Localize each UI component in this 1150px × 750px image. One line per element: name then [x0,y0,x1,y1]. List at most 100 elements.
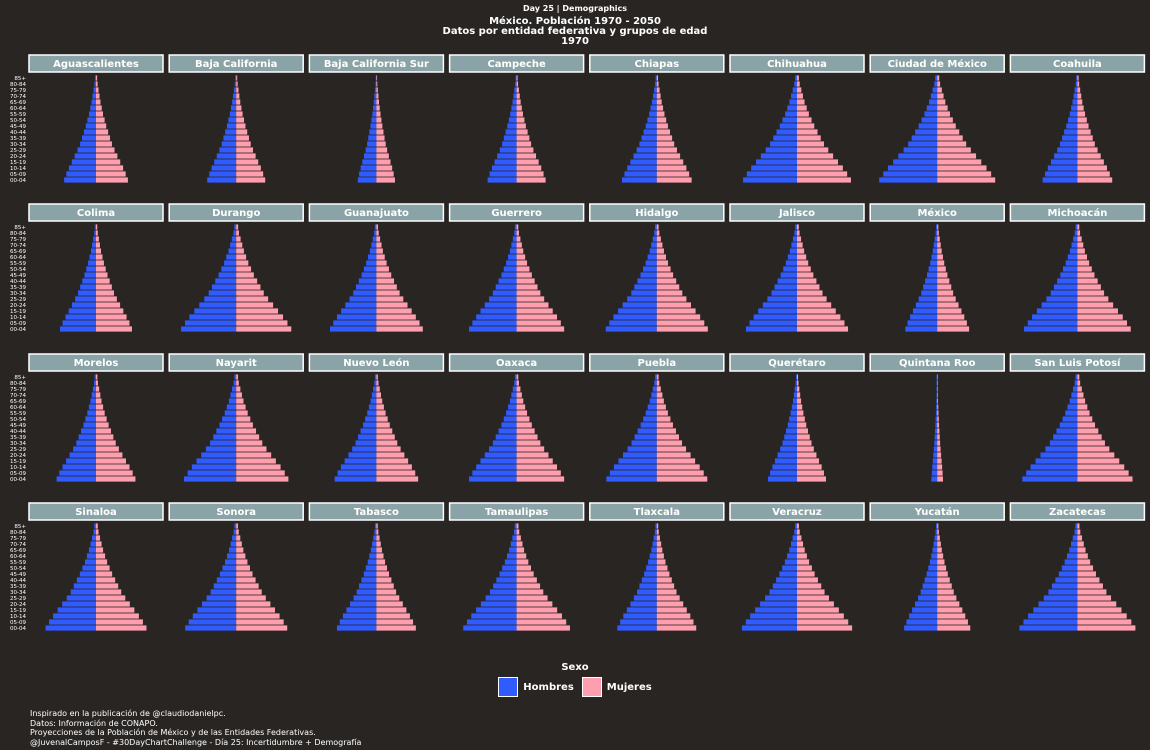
bar-mujeres [236,320,288,326]
bar-hombres [924,577,938,583]
bar-hombres [234,81,237,87]
bar-hombres [355,284,377,290]
bar-mujeres [1077,452,1115,458]
bar-mujeres [937,236,940,242]
bar-mujeres [96,141,112,147]
bar-mujeres [516,314,558,320]
bar-mujeres [236,565,250,571]
bar-hombres [745,326,797,332]
facet-ciudad-de-mexico: Ciudad de México [869,54,1005,183]
age-tick-label: 20-24 [10,303,26,309]
bar-mujeres [797,153,834,159]
bar-hombres [790,410,797,416]
bar-mujeres [516,380,519,386]
bar-mujeres [797,81,800,87]
legend-item-mujeres: Mujeres [581,677,652,697]
bar-hombres [606,476,657,482]
age-tick-label: 60-64 [10,554,26,560]
bar-mujeres [376,458,409,464]
bar-mujeres [937,326,970,332]
bar-hombres [94,81,96,87]
facet-strip-label: Yucatán [914,506,960,518]
age-tick-label: 30-34 [10,291,26,297]
facet-morelos: Morelos 00-0405-0910-1415-1920-2425-2930-… [10,353,164,483]
bar-mujeres [376,117,382,123]
bar-mujeres [1077,308,1118,314]
bar-hombres [194,308,237,314]
bar-mujeres [797,452,817,458]
bar-mujeres [96,416,107,422]
bar-hombres [918,595,938,601]
bar-mujeres [236,601,271,607]
legend-title: Sexo [561,662,589,673]
bar-hombres [507,123,517,129]
bar-mujeres [937,434,940,440]
age-tick-label: 45-49 [10,273,26,279]
bar-mujeres [376,440,398,446]
age-tick-label: 20-24 [10,453,26,459]
bar-hombres [493,583,517,589]
bar-hombres [631,290,657,296]
bar-mujeres [516,535,521,541]
bar-hombres [506,260,517,266]
bar-hombres [82,278,96,284]
bar-mujeres [1077,601,1117,607]
bar-mujeres [96,135,111,141]
bar-hombres [1032,314,1078,320]
bar-mujeres [937,272,948,278]
bar-mujeres [96,81,98,87]
facet-strip-label: Nayarit [216,358,257,369]
bar-hombres [80,284,96,290]
facet-colima: Colima 00-0405-0910-1415-1920-2425-2930-3… [10,203,164,333]
bar-mujeres [376,446,401,452]
bar-mujeres [96,410,105,416]
bar-mujeres [516,278,535,284]
bar-hombres [1069,398,1078,404]
bar-hombres [66,171,96,177]
bar-hombres [931,470,938,476]
bar-hombres [1068,117,1078,123]
bar-mujeres [376,302,408,308]
bar-mujeres [236,224,239,230]
bar-mujeres [236,583,259,589]
bar-hombres [771,290,797,296]
bar-mujeres [797,314,841,320]
bar-hombres [230,541,237,547]
bar-mujeres [656,464,700,470]
bar-hombres [1049,440,1078,446]
bar-hombres [613,314,657,320]
bar-hombres [359,583,377,589]
bar-mujeres [236,278,258,284]
facet-sonora: Sonora [168,502,304,631]
bar-hombres [476,607,517,613]
bar-hombres [188,619,237,625]
bar-hombres [94,523,96,529]
bar-mujeres [656,284,680,290]
bar-hombres [787,422,797,428]
bar-hombres [793,392,797,398]
bar-mujeres [236,290,264,296]
bar-hombres [352,446,377,452]
bar-mujeres [376,129,384,135]
bar-mujeres [797,284,820,290]
bar-mujeres [236,117,245,123]
bar-mujeres [656,416,671,422]
bar-hombres [791,242,797,248]
bar-mujeres [376,248,383,254]
bar-hombres [88,260,96,266]
age-tick-label: 85+ [14,76,26,82]
bar-mujeres [236,529,239,535]
age-tick-label: 00-04 [10,178,26,184]
bar-hombres [485,595,517,601]
bar-mujeres [236,547,244,553]
bar-hombres [784,559,797,565]
facet-tabasco: Tabasco [308,502,445,631]
bar-hombres [374,380,377,386]
bar-hombres [622,302,657,308]
bar-hombres [228,248,237,254]
bar-mujeres [516,541,523,547]
facet-strip [1009,502,1146,521]
bar-hombres [1062,416,1078,422]
bar-mujeres [937,571,948,577]
